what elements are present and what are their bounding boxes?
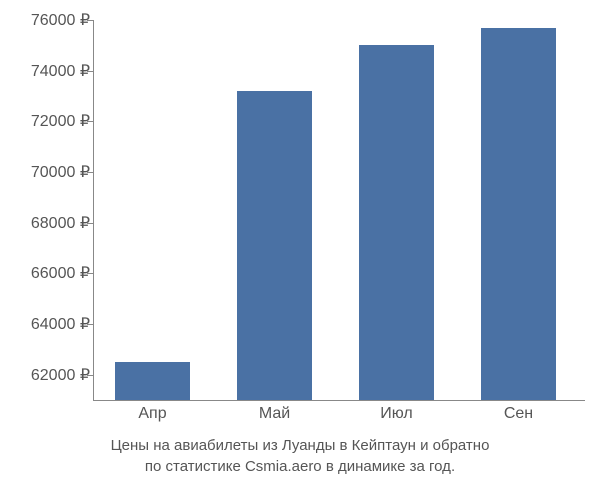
x-axis-label: Май: [259, 405, 290, 423]
bar: [359, 45, 434, 400]
bar: [237, 91, 312, 400]
chart-caption: Цены на авиабилеты из Луанды в Кейптаун …: [0, 435, 600, 477]
y-tick: [87, 223, 93, 224]
caption-line-2: по статистике Csmia.aero в динамике за г…: [0, 456, 600, 477]
y-tick: [87, 172, 93, 173]
x-axis-label: Апр: [138, 405, 166, 423]
y-tick: [87, 324, 93, 325]
x-axis-line: [93, 400, 585, 401]
y-axis-label: 62000 ₽: [31, 365, 90, 385]
plot-area: [95, 20, 585, 400]
bar: [115, 362, 190, 400]
y-axis-label: 72000 ₽: [31, 111, 90, 131]
y-axis-label: 70000 ₽: [31, 162, 90, 182]
y-axis-label: 64000 ₽: [31, 314, 90, 334]
y-axis-line: [93, 20, 94, 400]
y-tick: [87, 375, 93, 376]
y-axis-label: 68000 ₽: [31, 213, 90, 233]
y-axis-label: 66000 ₽: [31, 263, 90, 283]
y-tick: [87, 121, 93, 122]
y-tick: [87, 71, 93, 72]
caption-line-1: Цены на авиабилеты из Луанды в Кейптаун …: [0, 435, 600, 456]
y-tick: [87, 273, 93, 274]
bar: [481, 28, 556, 400]
chart-container: 62000 ₽ 64000 ₽ 66000 ₽ 68000 ₽ 70000 ₽ 72000…: [0, 0, 600, 500]
y-tick: [87, 20, 93, 21]
y-axis-label: 76000 ₽: [31, 10, 90, 30]
x-axis-label: Сен: [504, 405, 533, 423]
y-axis-label: 74000 ₽: [31, 61, 90, 81]
x-axis-label: Июл: [380, 405, 412, 423]
